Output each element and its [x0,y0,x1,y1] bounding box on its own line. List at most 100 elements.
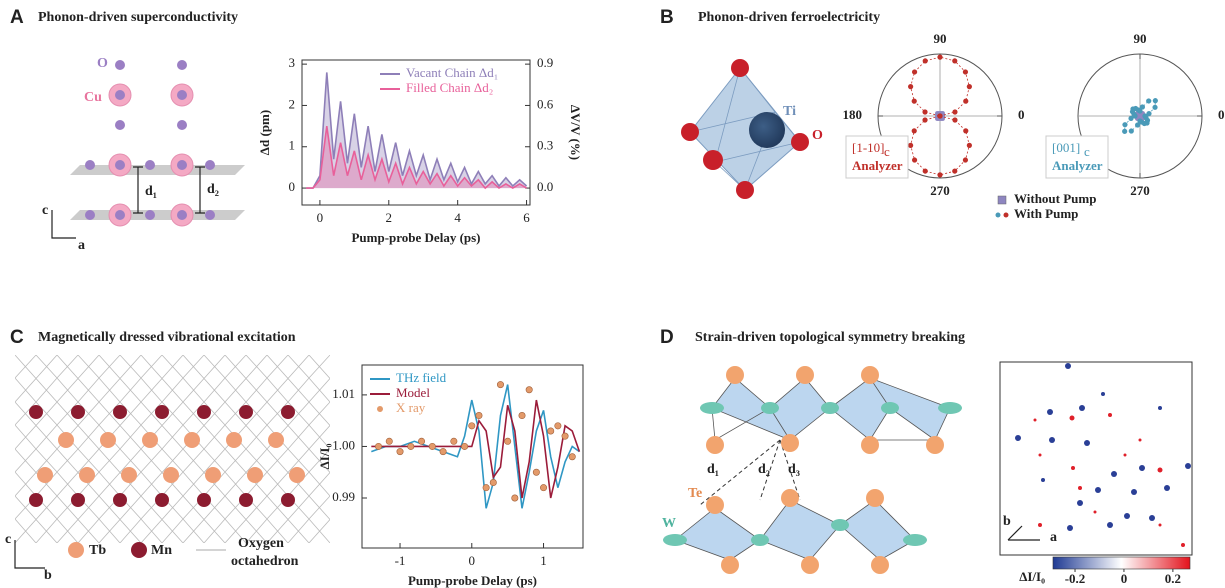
data-point [548,428,554,434]
x-tick-label: 6 [523,210,530,225]
x-tick-label: 4 [454,210,461,225]
x-axis-label: Pump-probe Delay (ps) [408,573,537,588]
y-tick-label: 3 [289,55,296,70]
legend-marker [377,406,383,412]
annotation: c [1084,144,1090,159]
data-point [512,495,518,501]
x-tick-label: -1 [395,553,406,568]
atom-label: O [97,56,108,71]
axis-label: c [42,203,48,218]
data-point [912,69,917,74]
legend-label: With Pump [1014,206,1078,221]
legend-label: Filled Chain Δd₂ [406,80,493,95]
legend-marker [996,213,1001,218]
annotation: Analyzer [852,158,903,173]
y2-tick-label: 0.6 [537,96,554,111]
legend-label: Mn [151,543,172,558]
colorbar [1053,557,1190,569]
data-point [937,172,942,177]
data-point [476,412,482,418]
data-point [386,438,392,444]
theta-tick-label: 90 [1134,31,1147,46]
distance-label: d₃ [788,462,800,477]
legend-label: Tb [89,543,106,558]
data-point [540,484,546,490]
y-tick-label: 1.00 [332,437,355,452]
axis-label: a [1050,530,1057,545]
panel-label: B [660,7,674,28]
legend-label: Without Pump [1014,191,1096,206]
annotation: [001] [1052,140,1080,155]
x-tick-label: 1 [540,553,547,568]
legend-marker [998,196,1006,204]
distance-label: d₂ [207,182,219,197]
data-point [483,484,489,490]
y-axis-label: Δd (pm) [257,110,272,155]
figure: A Phonon-driven superconductivity O Cu d… [0,0,1225,588]
y-tick-label: 1.01 [332,386,355,401]
panel-title: Strain-driven topological symmetry break… [695,330,965,345]
colorbar-tick-label: 0 [1121,571,1128,586]
data-point [440,448,446,454]
atom-label: W [662,516,676,531]
axis-label: c [5,532,11,547]
diffraction-image [1000,362,1192,555]
panel-title: Magnetically dressed vibrational excitat… [38,330,296,345]
data-point [375,443,381,449]
legend-label: octahedron [231,554,299,569]
distance-label: d₂ [758,462,770,477]
theta-tick-label: 0 [1218,107,1225,122]
data-point [497,381,503,387]
legend-marker [1004,213,1009,218]
data-point [490,479,496,485]
legend-label: Oxygen [238,536,284,551]
x-tick-label: 2 [386,210,393,225]
panel-label: A [10,7,24,28]
data-point [429,443,435,449]
data-point [469,423,475,429]
colorbar-tick-label: -0.2 [1065,571,1086,586]
perovskite-diagram [681,59,809,199]
atom-label: Cu [84,90,102,105]
atom-label: Ti [783,104,796,119]
data-point [555,423,561,429]
panel-label: D [660,327,674,348]
distance-label: d₁ [145,184,157,199]
theta-tick-label: 270 [930,183,950,198]
annotation: Analyzer [1052,158,1103,173]
colorbar-tick-label: 0.2 [1165,571,1181,586]
distance-label: d₁ [707,462,719,477]
y2-tick-label: 0.0 [537,179,553,194]
annotation: [1-10] [852,140,885,155]
data-point [569,454,575,460]
axis-label: a [78,238,85,253]
data-point [519,412,525,418]
y-tick-label: 0 [289,179,296,194]
cuprate-diagram [52,60,245,238]
y2-axis-label: ΔV/V (%) [568,105,583,160]
panel-title: Phonon-driven ferroelectricity [698,10,880,25]
data-point [451,438,457,444]
theta-tick-label: 0 [1018,107,1025,122]
y-tick-label: 2 [289,96,296,111]
y2-tick-label: 0.3 [537,138,553,153]
data-point [408,443,414,449]
data-point [937,55,942,60]
legend-label: Vacant Chain Δd₁ [406,65,498,80]
data-point [533,469,539,475]
atom-label: O [812,128,823,143]
data-point [397,448,403,454]
panel-title: Phonon-driven superconductivity [38,10,238,25]
legend-label: X ray [396,400,426,415]
annotation: c [884,144,890,159]
data-point [461,443,467,449]
legend-label: Model [396,385,430,400]
axis-label: b [1003,514,1011,529]
y-tick-label: 0.99 [332,489,355,504]
y-tick-label: 1 [289,138,296,153]
y2-tick-label: 0.9 [537,55,553,70]
x-tick-label: 0 [317,210,324,225]
data-point [504,438,510,444]
legend-label: THz field [396,370,447,385]
x-axis-label: Pump-probe Delay (ps) [351,230,480,245]
